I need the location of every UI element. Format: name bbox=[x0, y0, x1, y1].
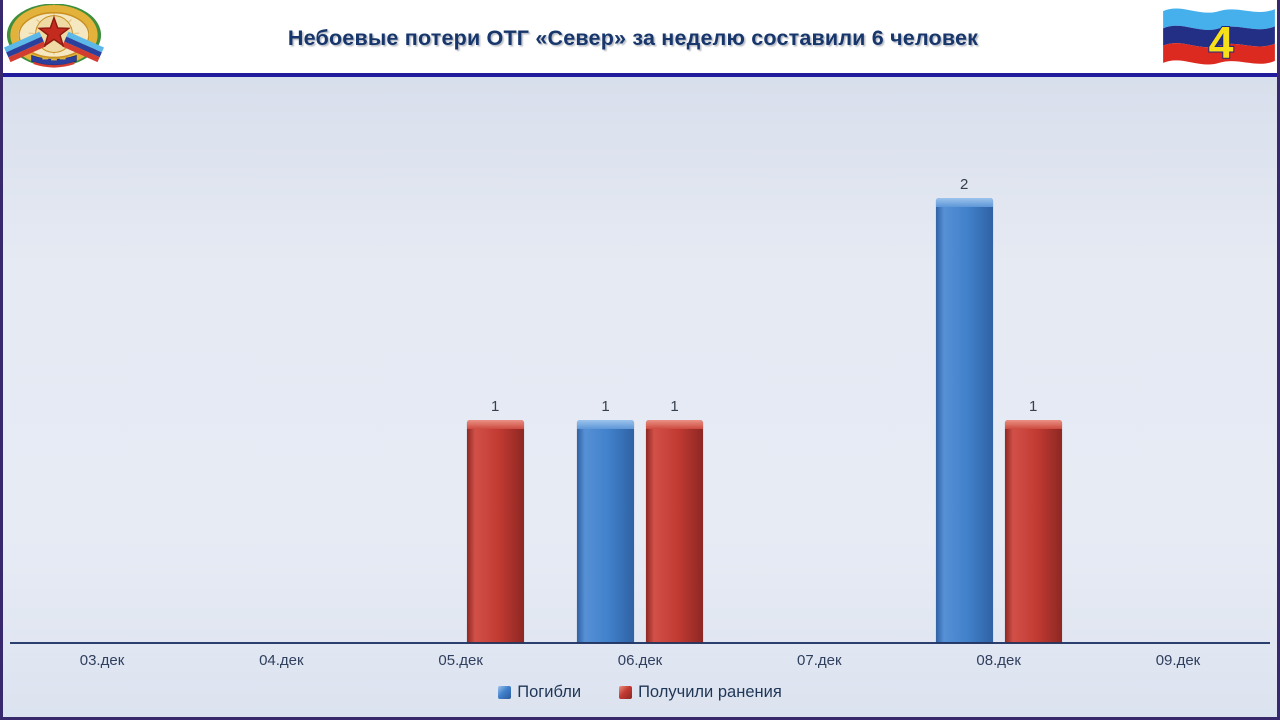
lnr-flag-icon: 4 bbox=[1158, 2, 1280, 72]
coat-of-arms-graphic bbox=[4, 3, 104, 68]
chart-legend: Погибли Получили ранения bbox=[0, 683, 1280, 702]
slide-border-bottom bbox=[0, 717, 1280, 720]
bar-wounded-08.дек: 1 bbox=[1004, 398, 1062, 642]
x-axis-label: 04.дек bbox=[259, 652, 304, 669]
legend-label-wounded: Получили ранения bbox=[638, 683, 782, 701]
bar-died-08.дек: 2 bbox=[935, 176, 993, 642]
flag-graphic: 4 bbox=[1163, 8, 1275, 68]
slide-border-right bbox=[1277, 0, 1280, 720]
x-axis-label: 06.дек bbox=[617, 652, 663, 669]
x-axis-label: 03.дек bbox=[79, 652, 125, 669]
slide-title: Небоевые потери ОТГ «Север» за неделю со… bbox=[287, 26, 979, 50]
legend-item-died: Погибли bbox=[498, 683, 581, 702]
slide-border-left bbox=[0, 0, 3, 720]
x-axis-label: 08.дек bbox=[976, 652, 1021, 669]
chart-area: 1 1 1 2 1 03.дек 04.дек 05.дек 06.дек 07.дек 08.д… bbox=[0, 77, 1280, 717]
legend-label-died: Погибли bbox=[517, 683, 582, 701]
bar-died-06.дек: 1 bbox=[576, 398, 634, 642]
x-axis-label: 05.дек bbox=[438, 652, 483, 669]
lnr-coat-of-arms-icon bbox=[0, 2, 108, 72]
bar-wounded-06.дек: 1 bbox=[645, 398, 703, 642]
x-axis-line bbox=[10, 642, 1270, 644]
header-divider bbox=[0, 73, 1280, 77]
bar-wounded-05.дек: 1 bbox=[466, 398, 524, 642]
x-axis-label: 09.дек bbox=[1155, 652, 1201, 669]
bar-value-label: 1 bbox=[490, 398, 500, 415]
bar-value-label: 1 bbox=[670, 398, 679, 415]
x-axis: 03.дек 04.дек 05.дек 06.дек 07.дек 08.дек 09.д… bbox=[0, 652, 1280, 674]
slide-header: Небоевые потери ОТГ «Север» за неделю со… bbox=[0, 0, 1280, 73]
x-axis-label: 07.дек bbox=[797, 652, 842, 669]
wounded-series-marker-icon bbox=[619, 686, 633, 699]
legend-item-wounded: Получили ранения bbox=[619, 683, 782, 702]
bar-value-label: 2 bbox=[959, 176, 969, 193]
page-number: 4 bbox=[1209, 19, 1234, 68]
bar-value-label: 1 bbox=[601, 398, 610, 415]
plot-area: 1 1 1 2 1 bbox=[0, 78, 1280, 644]
bar-value-label: 1 bbox=[1028, 398, 1038, 415]
died-series-marker-icon bbox=[498, 686, 512, 699]
